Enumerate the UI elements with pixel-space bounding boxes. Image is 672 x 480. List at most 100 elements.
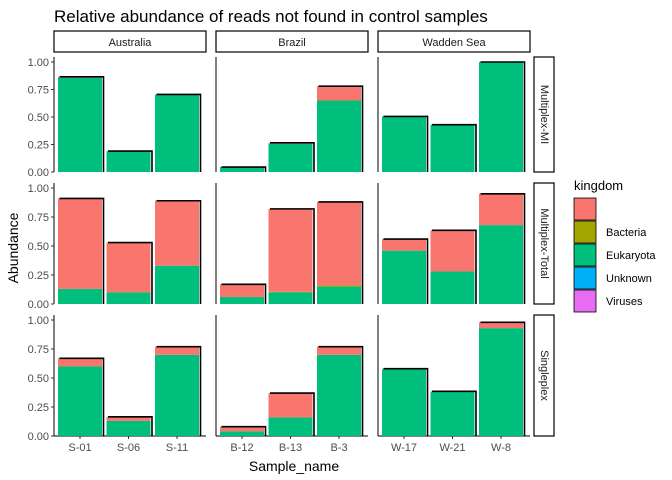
bar-outline-w-21: [432, 229, 477, 304]
bar-outline-b-3: [318, 345, 364, 436]
bar-segment-s-11-eukaryota: [155, 95, 199, 172]
bar-outline-s-11: [156, 199, 202, 304]
bar-outline-w-8: [480, 61, 526, 172]
chart-title: Relative abundance of reads not found in…: [54, 7, 488, 26]
bar-segment-s-01-eukaryota: [58, 366, 102, 436]
bar-segment-s-11-blank: [155, 200, 199, 266]
bar-segment-w-21-eukaryota: [430, 124, 475, 172]
bar-segment-b-3-eukaryota: [317, 100, 361, 172]
bar-outline-s-01: [59, 197, 105, 304]
x-tick-label-b-12: B-12: [230, 442, 253, 454]
y-tick-label: 1.00: [28, 57, 49, 69]
bar-outline-s-01: [59, 357, 105, 436]
bar-segment-s-11-blank: [155, 346, 199, 355]
bar-outline-w-17: [383, 115, 429, 172]
bar-outline-w-8: [480, 321, 526, 436]
bar-segment-s-06-blank: [106, 242, 151, 293]
bar-segment-w-8-blank: [479, 193, 523, 226]
bar-segment-b-12-eukaryota: [220, 431, 264, 436]
bar-outline-b-13: [270, 208, 315, 304]
x-tick-label-w-17: W-17: [391, 442, 417, 454]
bar-segment-w-8-eukaryota: [479, 328, 523, 436]
x-tick-label-w-21: W-21: [439, 442, 465, 454]
x-axis-title: Sample_name: [249, 458, 339, 474]
legend-label-eukaryota: Eukaryota: [606, 250, 656, 262]
legend-key-unknown: [573, 266, 597, 290]
bar-segment-b-13-bacteria: [268, 291, 313, 293]
bar-segment-s-06-eukaryota: [106, 420, 151, 436]
facet-strip-australia: [53, 30, 207, 53]
bar-segment-s-01-eukaryota: [58, 288, 102, 304]
facet-label-multiplex-mi: Multiplex-MI: [538, 85, 550, 144]
y-tick-label: 0.50: [28, 112, 49, 124]
bar-segment-w-21-eukaryota: [430, 391, 475, 436]
bar-segment-s-01-blank: [58, 198, 102, 289]
bar-segment-b-3-blank: [317, 201, 361, 286]
bar-segment-b-12-eukaryota: [220, 297, 264, 304]
y-tick-label: 0.25: [28, 402, 49, 414]
bar-segment-w-17-eukaryota: [382, 250, 426, 304]
bar-segment-w-8-blank: [479, 322, 523, 329]
bar-segment-b-12-blank: [220, 426, 264, 432]
bar-outline-s-06: [108, 416, 153, 436]
bar-outline-b-12: [221, 166, 267, 172]
bar-segment-b-13-eukaryota: [268, 292, 313, 304]
bar-segment-s-06-blank: [106, 416, 151, 421]
bar-segment-b-3-blank: [317, 86, 361, 101]
y-tick-label: 0.50: [28, 241, 49, 253]
facet-label-singleplex: Singleplex: [538, 350, 550, 401]
bar-segment-w-21-eukaryota: [430, 271, 475, 304]
bar-outline-b-13: [270, 142, 315, 172]
bar-outline-b-3: [318, 201, 364, 304]
x-tick-label-s-06: S-06: [117, 442, 140, 454]
facet-strip-multiplex-mi: [533, 56, 555, 173]
y-tick-label: 1.00: [28, 183, 49, 195]
bar-segment-w-21-blank: [430, 230, 475, 272]
bar-segment-b-13-eukaryota: [268, 143, 313, 172]
bar-outline-b-3: [318, 85, 364, 172]
bar-outline-w-17: [383, 238, 429, 304]
bar-segment-w-17-blank: [382, 239, 426, 251]
bar-outline-b-13: [270, 392, 315, 436]
bar-segment-b-13-blank: [268, 208, 313, 292]
bar-outline-w-21: [432, 123, 477, 172]
bar-segment-s-11-eukaryota: [155, 354, 199, 436]
x-tick-label-w-8: W-8: [491, 442, 511, 454]
bar-outline-s-11: [156, 93, 202, 172]
bar-outline-w-21: [432, 390, 477, 436]
y-tick-label: 0.00: [28, 431, 49, 443]
bar-outline-b-12: [221, 425, 267, 436]
y-tick-label: 1.00: [28, 315, 49, 327]
y-tick-label: 0.75: [28, 212, 49, 224]
bar-segment-b-3-bacteria: [317, 285, 361, 287]
bar-segment-s-11-eukaryota: [155, 265, 199, 304]
bar-segment-w-8-eukaryota: [479, 225, 523, 304]
legend-key-eukaryota: [573, 243, 597, 267]
legend-label-bacteria: Bacteria: [606, 227, 647, 239]
y-tick-label: 0.25: [28, 140, 49, 152]
x-tick-label-s-01: S-01: [68, 442, 91, 454]
y-tick-label: 0.50: [28, 373, 49, 385]
legend-title: kingdom: [574, 178, 623, 193]
plot-area: Australia Brazil Wadden Sea Multiplex-MI Mul…: [28, 30, 555, 454]
bar-segment-b-13-blank: [268, 393, 313, 418]
bar-segment-w-17-eukaryota: [382, 116, 426, 172]
legend-key-blank: [573, 197, 597, 221]
facet-strip-brazil: [215, 30, 369, 53]
bar-segment-b-3-eukaryota: [317, 286, 361, 304]
bar-segment-b-12-blank: [220, 284, 264, 298]
facet-strip-multiplex-total: [533, 182, 555, 305]
bar-segment-b-3-eukaryota: [317, 354, 361, 436]
y-tick-label: 0.00: [28, 299, 49, 311]
legend-key-bacteria: [573, 220, 597, 244]
bar-outline-s-01: [59, 76, 105, 172]
facet-label-multiplex-total: Multiplex-Total: [538, 208, 550, 278]
y-tick-label: 0.75: [28, 85, 49, 97]
facet-label-australia: Australia: [109, 37, 153, 49]
facet-label-wadden-sea: Wadden Sea: [422, 37, 486, 49]
legend-key-viruses: [573, 289, 597, 313]
bar-outline-b-12: [221, 283, 267, 304]
y-tick-label: 0.75: [28, 344, 49, 356]
bar-segment-b-12-eukaryota: [220, 167, 264, 172]
facet-strip-singleplex: [533, 314, 555, 437]
